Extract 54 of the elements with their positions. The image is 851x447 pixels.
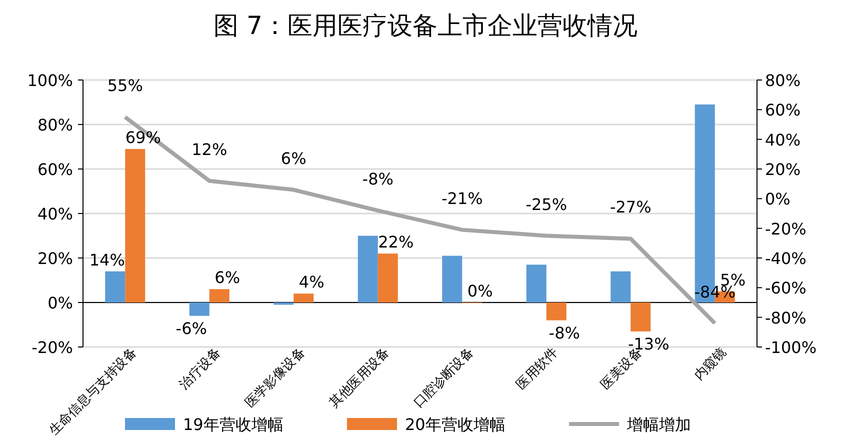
legend-label: 20年营收增幅 bbox=[405, 415, 506, 434]
y-tick-label: 80% bbox=[37, 116, 73, 134]
data-label: -21% bbox=[441, 188, 483, 208]
y2-tick-label: 40% bbox=[765, 130, 801, 150]
bar bbox=[546, 302, 566, 320]
bar bbox=[526, 264, 546, 302]
bar bbox=[209, 289, 230, 302]
y-tick-label: 0% bbox=[48, 294, 73, 312]
y2-tick-label: -100% bbox=[765, 338, 817, 357]
data-label: 0% bbox=[467, 282, 493, 300]
y-tick-label: 100% bbox=[27, 71, 73, 90]
y2-tick-label: -20% bbox=[765, 219, 806, 238]
data-label: -6% bbox=[176, 318, 207, 338]
legend-label: 19年营收增幅 bbox=[183, 415, 284, 434]
data-label: -8% bbox=[362, 170, 394, 189]
bar bbox=[105, 271, 126, 302]
data-label: 6% bbox=[280, 148, 306, 168]
x-tick-label: 医学影像设备 bbox=[242, 345, 308, 411]
y2-tick-label: 20% bbox=[765, 160, 801, 179]
y-tick-label: -20% bbox=[32, 338, 73, 357]
legend-label: 增幅增加 bbox=[626, 415, 691, 434]
data-label: 69% bbox=[125, 128, 161, 147]
x-tick-label: 其他医用设备 bbox=[326, 345, 393, 411]
x-tick-label: 医用软件 bbox=[514, 345, 562, 393]
y-tick-label: 20% bbox=[37, 249, 73, 268]
bar bbox=[125, 148, 146, 302]
data-label: 6% bbox=[214, 268, 240, 288]
x-tick-label: 口腔诊断设备 bbox=[411, 345, 477, 411]
bar bbox=[442, 256, 462, 302]
data-label: -8% bbox=[548, 323, 580, 342]
data-label: 22% bbox=[378, 232, 414, 252]
y2-tick-label: 80% bbox=[765, 71, 801, 90]
bar bbox=[378, 254, 398, 302]
y2-tick-label: -80% bbox=[765, 308, 806, 328]
x-tick-label: 内窥镜 bbox=[690, 344, 730, 384]
x-tick-label: 治疗设备 bbox=[176, 345, 224, 393]
data-label: -27% bbox=[610, 198, 652, 217]
bar bbox=[610, 271, 631, 302]
data-label: 14% bbox=[89, 250, 125, 270]
y-tick-label: 40% bbox=[37, 204, 73, 224]
y2-tick-label: 60% bbox=[765, 100, 801, 120]
data-label: 55% bbox=[107, 76, 143, 96]
y-tick-label: 60% bbox=[37, 160, 73, 179]
bar bbox=[630, 302, 651, 332]
bar bbox=[294, 294, 314, 302]
bar bbox=[358, 236, 378, 302]
data-label: -25% bbox=[526, 194, 568, 214]
chart-title: 图 7：医用医疗设备上市企业营收情况 bbox=[214, 11, 638, 40]
data-label: 12% bbox=[192, 140, 228, 159]
y2-tick-label: -40% bbox=[765, 249, 806, 268]
data-label: 4% bbox=[298, 272, 324, 292]
y2-tick-label: 0% bbox=[765, 190, 790, 209]
bar bbox=[189, 302, 210, 316]
y2-tick-label: -60% bbox=[765, 278, 806, 298]
